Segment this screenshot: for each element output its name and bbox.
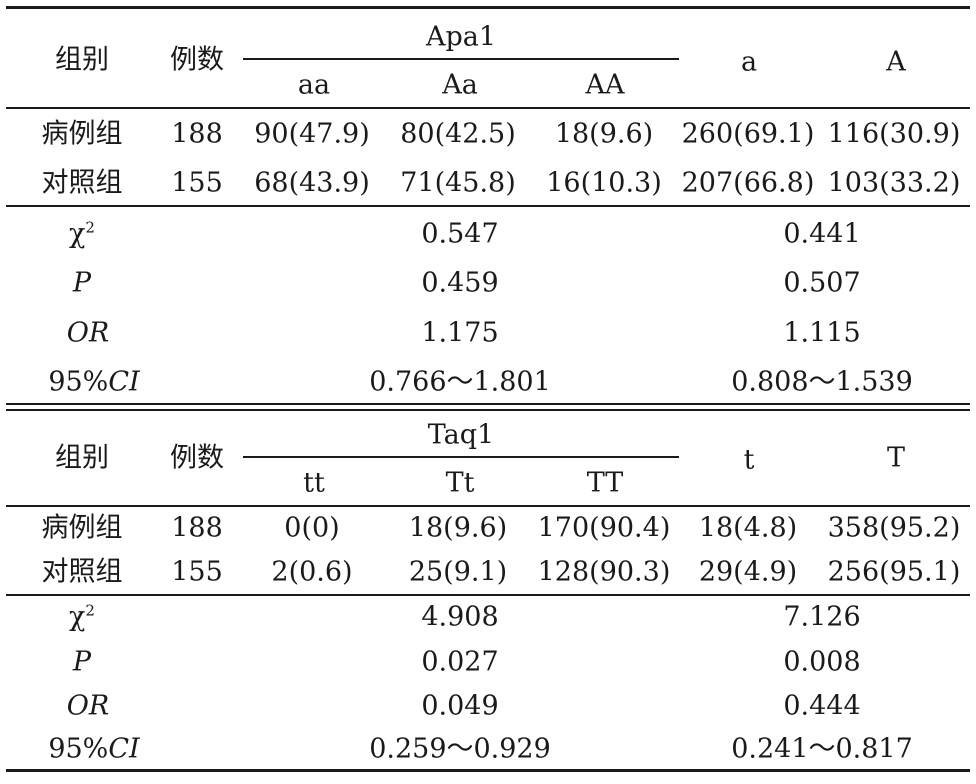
stat-genotype-value: 0.547 (421, 218, 499, 250)
header-rule-2 (6, 505, 970, 507)
stat-label-ci: 95%CI (48, 366, 140, 398)
cell-allele-2: 358(95.2) (827, 512, 961, 544)
header-group: 组别 (55, 44, 109, 76)
header-allele-2: T (886, 442, 906, 474)
double-rule-a (6, 403, 970, 405)
header-genotype-1: tt (303, 467, 325, 499)
header-allele-1: a (740, 46, 758, 78)
cell-genotype-1: 2(0.6) (271, 556, 353, 588)
header-group: 组别 (55, 442, 109, 474)
stat-allele-value: 0.441 (783, 218, 861, 250)
stat-label-or: OR (66, 317, 110, 349)
stat-genotype-value: 4.908 (421, 601, 499, 633)
stat-label-chi-square: χ2 (69, 601, 95, 633)
stat-allele-value: 7.126 (783, 601, 861, 633)
stat-genotype-value: 0.259～0.929 (369, 733, 551, 765)
row-count: 188 (171, 512, 223, 544)
header-genotype-3: TT (586, 467, 624, 499)
stat-genotype-value: 0.766～1.801 (369, 366, 551, 398)
header-genotype-2: Aa (442, 69, 478, 101)
row-group: 对照组 (41, 167, 123, 199)
cell-genotype-1: 68(43.9) (254, 167, 370, 199)
stat-allele-value: 0.008 (783, 646, 861, 678)
row-group: 对照组 (41, 556, 123, 588)
row-count: 188 (171, 118, 223, 150)
row-count: 155 (171, 556, 223, 588)
stat-genotype-value: 0.459 (421, 267, 499, 299)
cell-genotype-3: 16(10.3) (546, 167, 662, 199)
cell-allele-1: 207(66.8) (681, 167, 815, 199)
bottom-rule (6, 769, 970, 772)
header-gene: Apa1 (425, 21, 497, 53)
stat-label-ci: 95%CI (48, 733, 140, 765)
stat-label-chi-square: χ2 (69, 218, 95, 250)
cell-allele-2: 103(33.2) (827, 167, 961, 199)
cell-allele-2: 256(95.1) (827, 556, 961, 588)
header-rule-1 (6, 107, 970, 109)
cell-genotype-3: 170(90.4) (537, 512, 671, 544)
cell-genotype-2: 80(42.5) (400, 118, 516, 150)
gene-underline-1 (243, 58, 679, 60)
stat-allele-value: 0.808～1.539 (731, 366, 913, 398)
stat-label-or: OR (66, 690, 110, 722)
cell-genotype-1: 90(47.9) (254, 118, 370, 150)
header-gene: Taq1 (427, 419, 495, 451)
stat-genotype-value: 1.175 (421, 317, 499, 349)
cell-genotype-2: 25(9.1) (408, 556, 508, 588)
cell-genotype-1: 0(0) (284, 512, 340, 544)
top-rule (6, 6, 970, 9)
stat-allele-value: 1.115 (783, 317, 861, 349)
stat-genotype-value: 0.049 (421, 690, 499, 722)
stat-allele-value: 0.507 (783, 267, 861, 299)
double-rule-b (6, 409, 970, 411)
data-rule-1 (6, 205, 970, 207)
stat-allele-value: 0.444 (783, 690, 861, 722)
stat-allele-value: 0.241～0.817 (731, 733, 913, 765)
header-genotype-3: AA (585, 69, 625, 101)
header-genotype-1: aa (297, 69, 331, 101)
header-count: 例数 (170, 442, 224, 474)
header-allele-1: t (743, 444, 755, 476)
stat-label-p: P (72, 646, 92, 678)
stat-genotype-value: 0.027 (421, 646, 499, 678)
gene-underline-2 (243, 456, 679, 458)
data-rule-2 (6, 594, 970, 596)
cell-genotype-2: 18(9.6) (408, 512, 508, 544)
header-genotype-2: Tt (445, 467, 475, 499)
cell-genotype-3: 18(9.6) (554, 118, 654, 150)
header-count: 例数 (170, 44, 224, 76)
header-allele-2: A (886, 46, 906, 78)
row-group: 病例组 (41, 118, 123, 150)
cell-allele-2: 116(30.9) (827, 118, 961, 150)
cell-allele-1: 260(69.1) (681, 118, 815, 150)
cell-genotype-2: 71(45.8) (400, 167, 516, 199)
cell-allele-1: 29(4.9) (698, 556, 798, 588)
cell-genotype-3: 128(90.3) (537, 556, 671, 588)
stat-label-p: P (72, 267, 92, 299)
row-count: 155 (171, 167, 223, 199)
cell-allele-1: 18(4.8) (698, 512, 798, 544)
row-group: 病例组 (41, 512, 123, 544)
